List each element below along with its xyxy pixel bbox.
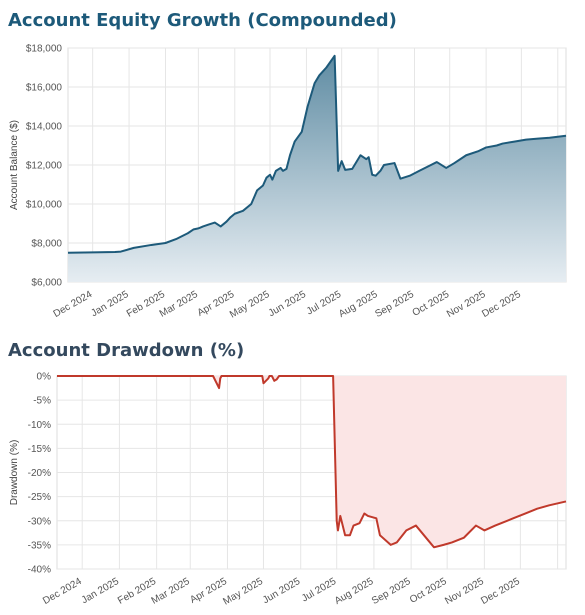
drawdown-chart-title: Account Drawdown (%) [8, 340, 245, 361]
x-tick-label: Jun 2025 [267, 289, 309, 319]
y-axis-title: Account Balance ($) [9, 120, 20, 210]
x-tick-label: Dec 2025 [479, 576, 522, 607]
y-axis-title: Drawdown (%) [9, 440, 20, 506]
x-tick-label: Jul 2025 [300, 576, 339, 605]
y-tick-label: $8,000 [31, 239, 62, 250]
y-tick-label: $18,000 [26, 44, 63, 55]
x-tick-label: Dec 2025 [480, 289, 523, 320]
x-tick-label: Oct 2025 [411, 289, 452, 319]
y-tick-label: $14,000 [26, 122, 63, 133]
y-tick-label: 0% [37, 372, 52, 383]
equity-chart-panel: Account Equity Growth (Compounded) $6,00… [8, 10, 567, 321]
drawdown-chart: 0%-5%-10%-15%-20%-25%-30%-35%-40%Dec 202… [9, 372, 567, 608]
x-tick-label: Sep 2025 [370, 576, 413, 607]
series-line [57, 375, 567, 549]
y-tick-label: -15% [28, 444, 51, 455]
x-tick-label: Mar 2025 [158, 289, 200, 320]
drawdown-chart-panel: Account Drawdown (%) 0% -5% -10% -15% -20% -2… [0, 330, 585, 615]
x-tick-label: Sep 2025 [373, 289, 416, 320]
y-tick-label: $12,000 [26, 161, 63, 172]
y-tick-label: -25% [28, 492, 51, 503]
x-tick-label: Aug 2025 [333, 576, 376, 607]
series-area [68, 55, 566, 282]
y-tick-label: $10,000 [26, 200, 63, 211]
x-tick-label: Aug 2025 [337, 289, 380, 320]
y-tick-label: -10% [28, 420, 51, 431]
y-tick-label: -30% [28, 516, 51, 527]
y-tick-label: -5% [33, 396, 51, 407]
equity-chart: $6,000 $8,000 $10,000 $12,000 $14,000 $16,000… [9, 44, 567, 321]
y-tick-label: -20% [28, 468, 51, 479]
x-tick-label: Dec 2024 [41, 576, 84, 607]
x-tick-label: May 2025 [221, 576, 265, 608]
x-tick-label: Nov 2025 [445, 289, 488, 320]
x-tick-label: Mar 2025 [150, 576, 192, 607]
y-tick-label: -40% [28, 565, 51, 576]
series-line [67, 54, 567, 254]
y-tick-label: -35% [28, 540, 51, 551]
x-tick-label: May 2025 [228, 289, 272, 321]
x-tick-label: Jan 2025 [89, 289, 131, 319]
x-tick-label: Nov 2025 [443, 576, 486, 607]
series-area [57, 376, 566, 548]
x-tick-label: Oct 2025 [408, 576, 449, 606]
equity-chart-title: Account Equity Growth (Compounded) [8, 10, 397, 31]
y-tick-label: $6,000 [31, 278, 62, 289]
x-tick-label: Dec 2024 [52, 289, 95, 320]
x-tick-label: Jan 2025 [80, 576, 122, 606]
x-tick-label: Jun 2025 [261, 576, 303, 606]
y-tick-label: $16,000 [26, 83, 63, 94]
